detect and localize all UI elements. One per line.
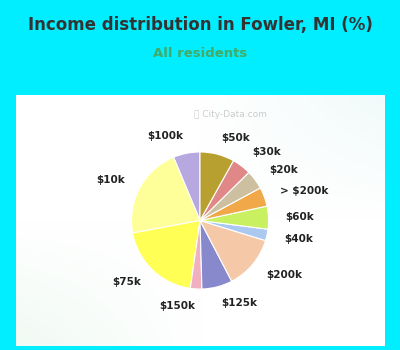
- Wedge shape: [200, 152, 234, 220]
- Wedge shape: [200, 206, 268, 229]
- Text: $200k: $200k: [266, 270, 302, 280]
- Wedge shape: [200, 161, 249, 220]
- Text: $125k: $125k: [222, 299, 258, 308]
- Text: All residents: All residents: [153, 47, 247, 60]
- Wedge shape: [133, 220, 200, 288]
- Wedge shape: [200, 220, 232, 289]
- Wedge shape: [132, 157, 200, 233]
- Text: ⓘ City-Data.com: ⓘ City-Data.com: [194, 110, 267, 119]
- Text: > $200k: > $200k: [280, 186, 329, 196]
- Text: $50k: $50k: [222, 133, 250, 142]
- Text: Income distribution in Fowler, MI (%): Income distribution in Fowler, MI (%): [28, 16, 372, 34]
- Text: $10k: $10k: [96, 175, 125, 185]
- Text: $20k: $20k: [269, 164, 298, 175]
- Wedge shape: [200, 188, 267, 220]
- Wedge shape: [200, 173, 260, 220]
- Wedge shape: [200, 220, 266, 281]
- Text: $100k: $100k: [147, 132, 183, 141]
- Text: $40k: $40k: [284, 233, 313, 244]
- Text: $30k: $30k: [252, 147, 281, 158]
- Wedge shape: [174, 152, 200, 220]
- Wedge shape: [190, 220, 202, 289]
- Text: $150k: $150k: [159, 301, 195, 311]
- Text: $60k: $60k: [286, 212, 314, 222]
- Text: $75k: $75k: [112, 277, 141, 287]
- Wedge shape: [200, 220, 268, 240]
